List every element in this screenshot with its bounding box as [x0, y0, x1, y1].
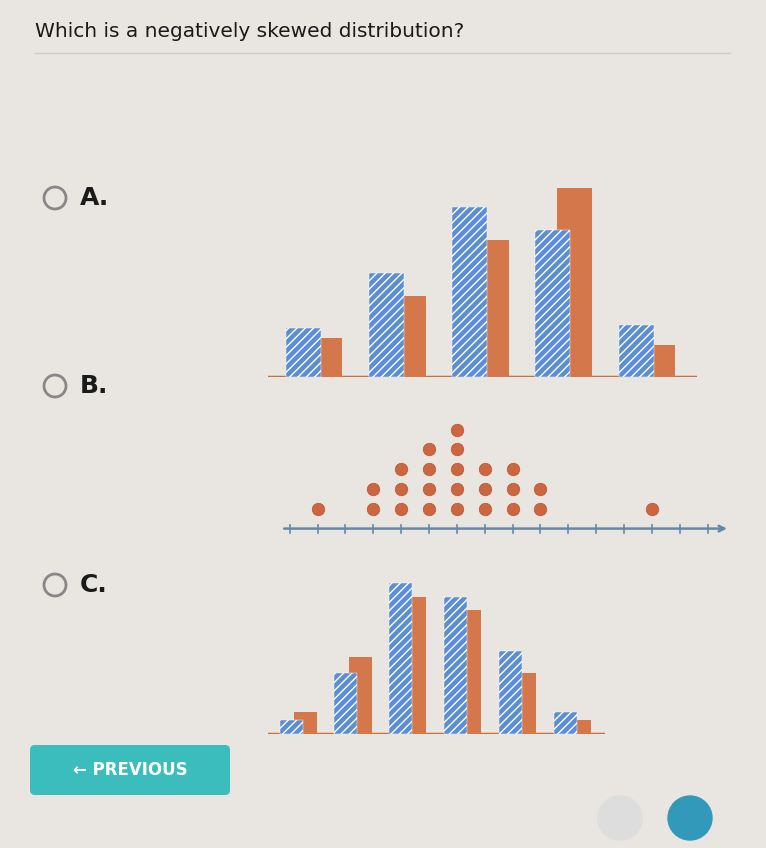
Bar: [280, 720, 303, 734]
Bar: [349, 657, 372, 734]
Bar: [554, 711, 577, 734]
Bar: [286, 328, 321, 377]
Circle shape: [44, 375, 66, 397]
Circle shape: [44, 574, 66, 596]
Bar: [557, 187, 592, 377]
Text: A.: A.: [80, 186, 110, 210]
FancyBboxPatch shape: [30, 745, 230, 795]
Bar: [307, 338, 342, 377]
Bar: [444, 596, 467, 734]
Bar: [294, 711, 317, 734]
Circle shape: [598, 796, 642, 840]
Bar: [535, 230, 571, 377]
Bar: [391, 296, 426, 377]
Circle shape: [44, 187, 66, 209]
Text: Which is a negatively skewed distribution?: Which is a negatively skewed distributio…: [35, 22, 464, 41]
Bar: [335, 673, 358, 734]
Bar: [458, 611, 481, 734]
Bar: [640, 344, 676, 377]
Bar: [369, 273, 404, 377]
Bar: [513, 673, 536, 734]
Bar: [568, 720, 591, 734]
Bar: [474, 240, 509, 377]
Text: B.: B.: [80, 374, 108, 398]
Bar: [452, 207, 487, 377]
Bar: [404, 596, 427, 734]
Text: C.: C.: [80, 573, 108, 597]
Text: ← PREVIOUS: ← PREVIOUS: [73, 761, 188, 779]
Bar: [499, 651, 522, 734]
Bar: [389, 583, 412, 734]
Bar: [619, 325, 653, 377]
Circle shape: [668, 796, 712, 840]
